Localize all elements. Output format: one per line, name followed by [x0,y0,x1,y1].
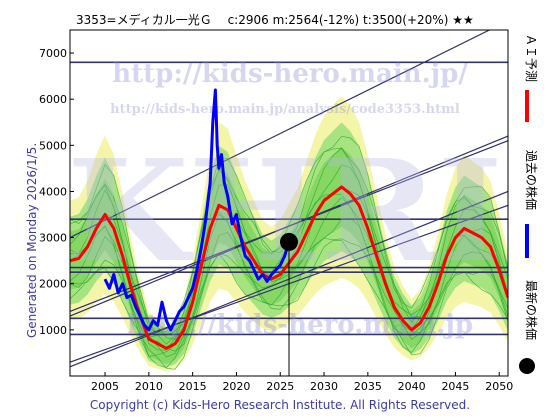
legend-item-latest: 最新の株価 [519,280,539,374]
generated-label: Generated on Monday 2026/1/5. [25,143,39,338]
trend-line [70,135,508,317]
x-tick-label: 2050 [485,380,513,393]
x-tick-label: 2015 [179,380,207,393]
legend-item-ai: ＡＩ予測 [524,34,538,122]
current-price-dot [280,232,298,251]
header-summary: 3353=メディカル一光Ｇ c:2906 m:2564(-12%) t:3500… [76,13,474,27]
legend: ＡＩ予測 過去の株価 最新の株価 [519,34,539,374]
current-marker [280,232,298,376]
legend-label-past: 過去の株価 [524,150,539,210]
x-tick-label: 2025 [266,380,294,393]
trend-line [70,30,491,239]
watermark-url-2: http://kids-hero.main.jp/analysis/code33… [110,102,460,117]
y-tick-label: 7000 [39,47,67,60]
x-tick-label: 2045 [441,380,469,393]
watermark-url-1: http://kids-hero.main.jp/ [112,59,468,89]
y-tick-label: 6000 [39,93,67,106]
y-tick-label: 5000 [39,139,67,152]
y-tick-label: 1000 [39,324,67,337]
past-price-line [103,88,291,332]
legend-item-past: 過去の株価 [524,150,539,258]
x-tick-label: 2005 [91,380,119,393]
legend-label-latest: 最新の株価 [524,280,539,340]
copyright-footer: Copyright (c) Kids-Hero Research Institu… [89,398,471,412]
y-tick-label: 2000 [39,278,67,291]
x-axis: 2005 2010 2015 2020 2025 2030 2035 2040 2045 2050 [91,372,513,393]
y-tick-label: 4000 [39,185,67,198]
y-axis: 1000 2000 3000 4000 5000 6000 7000 [39,47,74,337]
legend-label-ai: ＡＩ予測 [524,34,538,82]
x-tick-label: 2035 [354,380,382,393]
x-tick-label: 2010 [135,380,163,393]
x-tick-label: 2030 [310,380,338,393]
legend-swatch-latest [519,358,535,374]
y-tick-label: 3000 [39,232,67,245]
x-tick-label: 2040 [398,380,426,393]
plot-frame [69,29,509,377]
x-tick-label: 2020 [222,380,250,393]
generated-text: Generated on Monday 2026/1/5. [25,143,39,338]
ensemble-line [70,135,508,333]
